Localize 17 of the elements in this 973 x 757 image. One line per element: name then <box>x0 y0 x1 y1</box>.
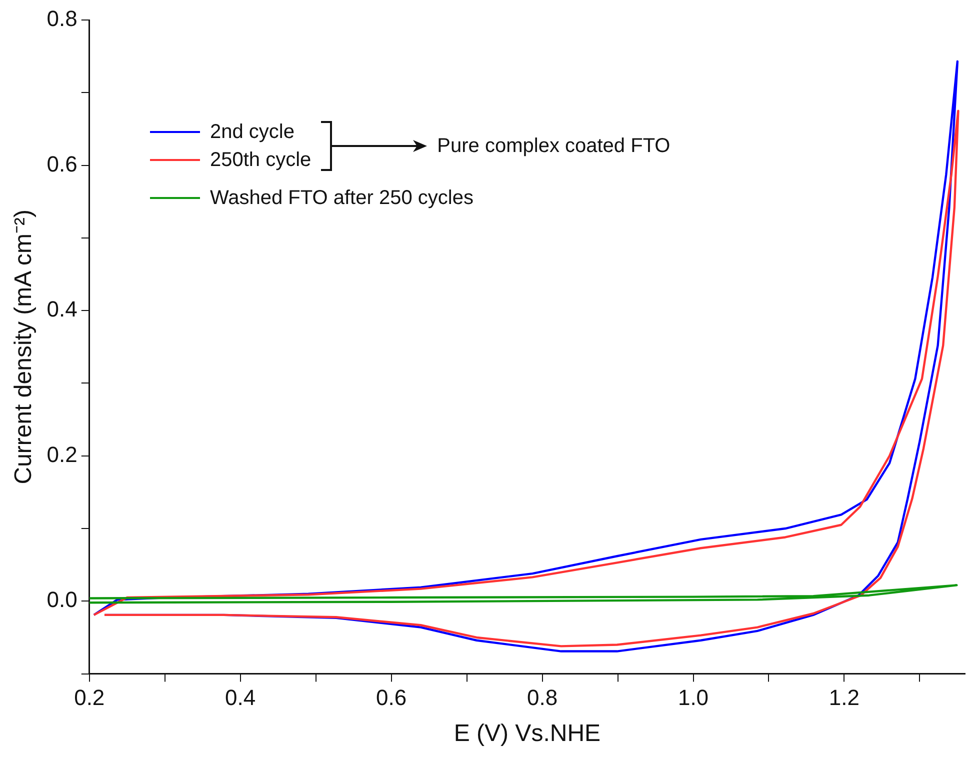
y-tick-label: 0.6 <box>46 151 78 176</box>
x-tick-label: 0.6 <box>376 685 407 710</box>
y-tick-label: 0.8 <box>46 6 78 32</box>
y-tick-label: 0.0 <box>46 587 78 612</box>
y-tick-label: 0.4 <box>46 296 78 322</box>
x-tick-label: 1.0 <box>678 685 709 710</box>
y-tick-label: 0.2 <box>46 442 78 467</box>
x-axis-title: E (V) Vs.NHE <box>454 720 601 748</box>
x-tick-label: 0.2 <box>74 685 105 710</box>
legend-label: 250th cycle <box>210 148 312 172</box>
x-tick-label: 0.4 <box>225 685 256 710</box>
legend-label: 2nd cycle <box>210 120 294 144</box>
annotation: Pure complex coated FTO <box>437 134 670 158</box>
y-axis-title: Current density (mA cm⁻²) <box>10 210 38 484</box>
legend-label: Washed FTO after 250 cycles <box>210 186 474 210</box>
x-tick-label: 0.8 <box>526 685 558 710</box>
x-tick-label: 1.2 <box>828 685 860 710</box>
